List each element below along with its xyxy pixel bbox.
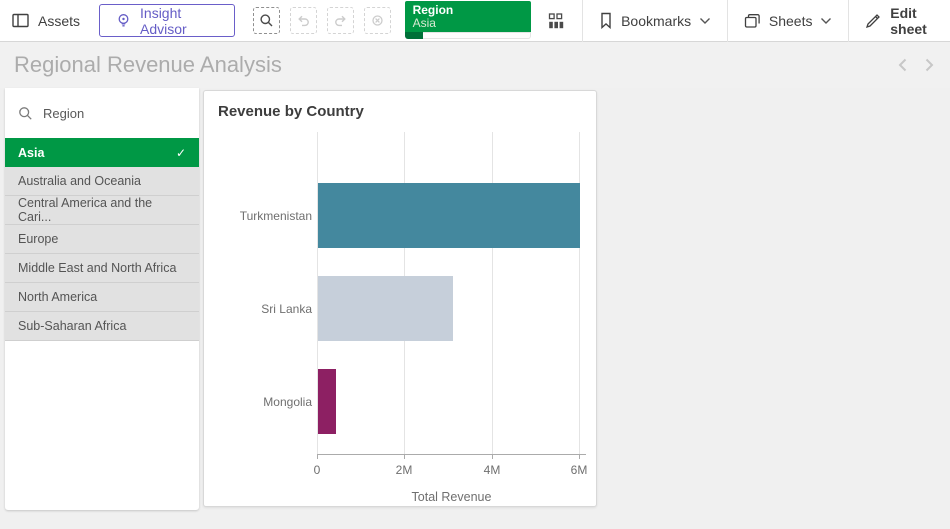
region-filter-list: Asia ✓ Australia and Oceania Central Americ… (5, 138, 199, 341)
revenue-by-country-chart: Revenue by Country 02M4M6M TurkmenistanS… (203, 90, 597, 507)
filter-item-australia-and-oceania[interactable]: Australia and Oceania (5, 167, 199, 196)
step-back-icon[interactable] (290, 7, 317, 34)
filter-item-label: Europe (18, 232, 58, 246)
selection-chip-value: Asia (413, 17, 524, 30)
insight-advisor-label: Insight Advisor (140, 5, 219, 37)
filter-item-north-america[interactable]: North America (5, 283, 199, 312)
filter-item-europe[interactable]: Europe (5, 225, 199, 254)
edit-sheet-label: Edit sheet (890, 5, 936, 37)
chevron-down-icon (699, 17, 711, 25)
selection-chip-progress-fill (405, 32, 423, 39)
sheet-content: Region Asia ✓ Australia and Oceania Central… (0, 88, 950, 529)
selection-chip-region[interactable]: Region Asia (405, 1, 532, 39)
chevron-down-icon (820, 17, 832, 25)
bookmarks-button[interactable]: Bookmarks (583, 0, 727, 41)
assets-panel-icon (12, 13, 29, 28)
region-filter-panel: Region Asia ✓ Australia and Oceania Central… (5, 88, 199, 510)
gridline (492, 132, 493, 454)
edit-sheet-button[interactable]: Edit sheet (849, 0, 950, 41)
selection-toolbar (248, 7, 396, 34)
filter-item-label: Middle East and North Africa (18, 261, 176, 275)
lightbulb-icon (115, 12, 132, 29)
bar-sri-lanka[interactable] (318, 276, 453, 341)
filter-item-label: Australia and Oceania (18, 174, 141, 188)
sheets-button[interactable]: Sheets (728, 0, 849, 41)
y-axis-label-turkmenistan[interactable]: Turkmenistan (214, 209, 312, 223)
bar-mongolia[interactable] (318, 369, 336, 434)
x-tick-mark (317, 455, 318, 459)
assets-button-label: Assets (38, 13, 80, 29)
previous-sheet-button[interactable] (896, 56, 909, 74)
selection-chip-field: Region (413, 3, 524, 17)
gridline (579, 132, 580, 454)
x-tick-label: 0 (314, 463, 321, 477)
y-axis-label-sri-lanka[interactable]: Sri Lanka (214, 302, 312, 316)
sheets-icon (744, 13, 761, 29)
filter-item-label: Asia (18, 146, 44, 160)
sheet-navigation (896, 56, 936, 74)
y-axis-label-mongolia[interactable]: Mongolia (214, 395, 312, 409)
top-toolbar: Assets Insight Advisor (0, 0, 950, 42)
search-icon (18, 106, 33, 121)
step-forward-icon[interactable] (327, 7, 354, 34)
bookmark-icon (599, 12, 613, 29)
insight-advisor-button[interactable]: Insight Advisor (99, 4, 235, 37)
region-filter-title: Region (43, 106, 84, 121)
clear-selections-icon[interactable] (364, 7, 391, 34)
region-filter-header[interactable]: Region (5, 88, 199, 138)
pencil-icon (865, 12, 882, 29)
x-tick-label: 6M (571, 463, 588, 477)
bar-turkmenistan[interactable] (318, 183, 580, 248)
x-tick-mark (579, 455, 580, 459)
filter-item-central-america-and-the-cari[interactable]: Central America and the Cari... (5, 196, 199, 225)
sheets-label: Sheets (769, 13, 813, 29)
x-tick-label: 2M (396, 463, 413, 477)
x-tick-mark (492, 455, 493, 459)
selection-chip-body[interactable]: Region Asia (405, 1, 532, 32)
filter-item-label: Central America and the Cari... (18, 196, 186, 224)
filter-item-label: North America (18, 290, 97, 304)
app-overview-button[interactable] (531, 0, 582, 41)
x-tick-mark (404, 455, 405, 459)
assets-button[interactable]: Assets (0, 0, 92, 41)
filter-item-middle-east-and-north-africa[interactable]: Middle East and North Africa (5, 254, 199, 283)
filter-item-sub-saharan-africa[interactable]: Sub-Saharan Africa (5, 312, 199, 341)
x-axis-line (317, 454, 586, 455)
app-overview-icon (548, 13, 565, 29)
check-icon: ✓ (176, 146, 186, 160)
smart-search-icon[interactable] (253, 7, 280, 34)
x-axis-title: Total Revenue (317, 490, 586, 504)
filter-item-label: Sub-Saharan Africa (18, 319, 126, 333)
sheet-title-bar: Regional Revenue Analysis (0, 42, 950, 88)
filter-item-asia[interactable]: Asia ✓ (5, 138, 199, 167)
bookmarks-label: Bookmarks (621, 13, 691, 29)
next-sheet-button[interactable] (923, 56, 936, 74)
plot-wrap: 02M4M6M TurkmenistanSri LankaMongolia To… (204, 91, 596, 506)
x-tick-label: 4M (484, 463, 501, 477)
selection-chip-progress (405, 32, 532, 39)
sheet-title: Regional Revenue Analysis (14, 52, 282, 78)
plot-area: 02M4M6M (317, 132, 586, 454)
